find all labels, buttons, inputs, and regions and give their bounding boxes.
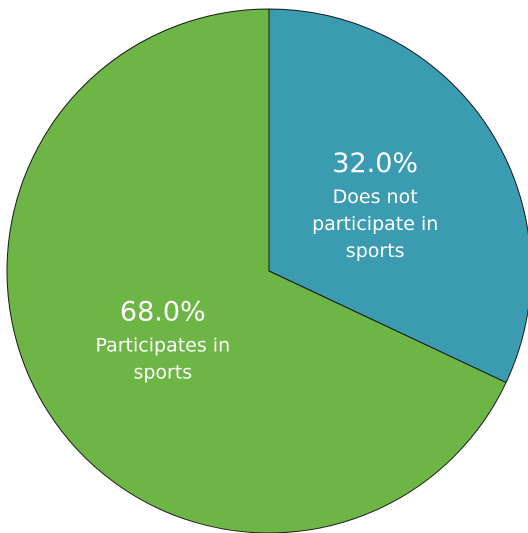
- slice-0-category-label-line-2: sports: [346, 240, 405, 262]
- pie-slice-1: [6, 8, 507, 533]
- slice-1-percent-label: 68.0%: [120, 296, 206, 327]
- slice-0-category-label-line-1: participate in: [312, 213, 438, 235]
- slice-0-percent-label: 32.0%: [332, 148, 418, 179]
- slice-1-category-label-line-0: Participates in: [96, 334, 231, 356]
- slice-0-category-label-line-0: Does not: [333, 186, 418, 208]
- pie-slice-0: [268, 8, 528, 384]
- slice-1-category-label-line-1: sports: [133, 361, 192, 383]
